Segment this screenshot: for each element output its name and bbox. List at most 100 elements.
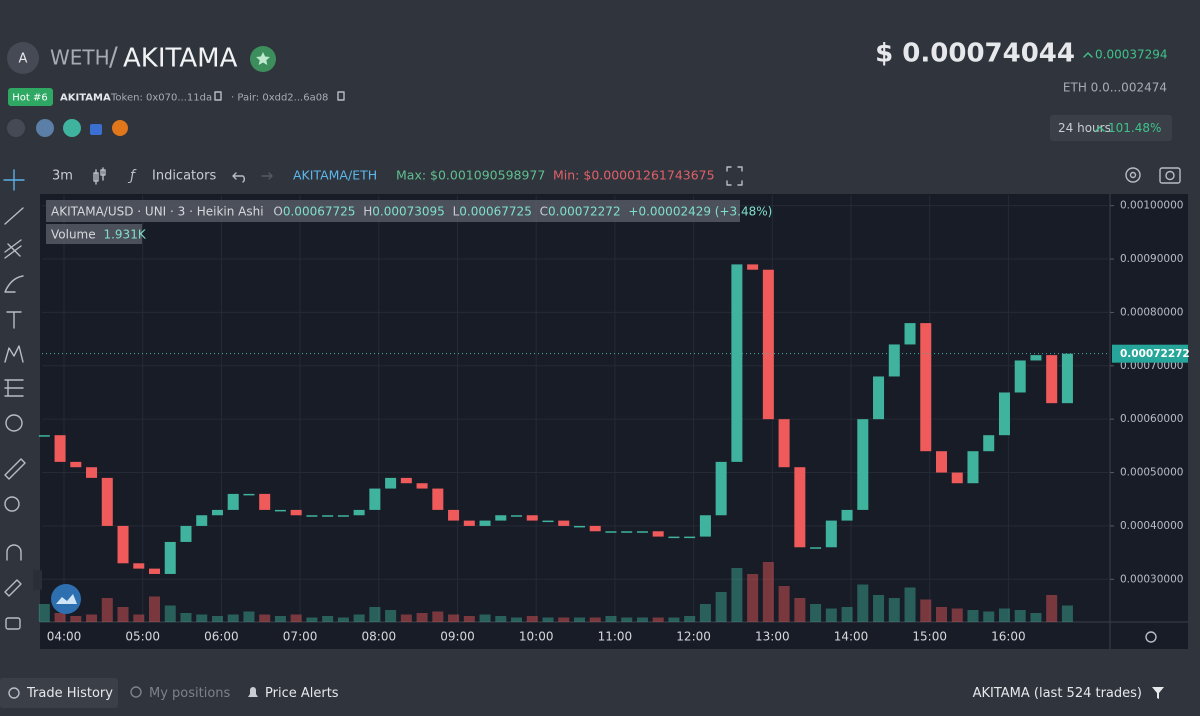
lock-icon[interactable] [90,124,102,135]
indicators[interactable]: Indicators [152,169,216,184]
undo-icon[interactable] [232,172,245,183]
pattern-tool[interactable] [4,345,24,363]
text-tool[interactable] [6,311,22,329]
chart-panel [40,194,1188,649]
volume-bar [38,604,50,622]
volume-bar [1046,595,1058,622]
volume-bar [164,605,176,622]
volume-bar [495,616,507,622]
volume-bar [322,616,334,622]
x-tick-label: 07:00 [283,630,318,644]
volume-bar [652,617,664,622]
candle [353,509,365,516]
chart-type-icon[interactable] [93,167,106,185]
volume-bar [290,614,302,622]
hot-badge-text: Hot #6 [12,93,47,104]
candle [888,344,900,377]
volume-bar [920,599,932,622]
volume-bar [747,574,759,622]
fib-tool[interactable] [4,239,22,259]
volume-bar [400,614,412,622]
lock-drawings-tool[interactable] [4,579,22,597]
candle [983,435,995,452]
volume-bar [463,616,475,622]
logo-icon [56,594,77,604]
candle [652,531,664,537]
candle [998,392,1010,436]
volume-bar [274,616,286,622]
volume-bar [684,616,696,622]
candle [180,525,192,542]
low-value: 0.00067725 [459,204,532,218]
candle [573,525,585,528]
volume-bar [133,614,145,622]
copy-icon[interactable] [337,91,345,101]
change-value: +0.00002429 (+3.48%) [628,204,772,218]
token-name: AKITAMA [123,44,238,74]
volume-bar [904,587,916,622]
candle [857,419,869,510]
tab[interactable]: Trade History [26,686,113,701]
collapse-button[interactable] [33,570,42,590]
volume-bar [573,617,585,622]
trendline-tool[interactable] [4,207,24,225]
volume-bar [636,617,648,622]
crosshair-tool[interactable] [3,169,25,191]
prediction-tool[interactable] [4,379,24,397]
explorer-icon[interactable] [36,119,54,137]
axis-settings-icon[interactable] [1145,631,1157,643]
candle [699,515,711,537]
candle [385,477,397,489]
y-tick-label: 0.00080000 [1120,306,1183,318]
magnet-tool[interactable] [6,544,22,561]
share-icon[interactable] [7,119,25,137]
dex-icon[interactable] [63,119,81,137]
tab[interactable]: Price Alerts [265,686,339,701]
candle [369,488,381,510]
candle [684,536,696,539]
tab[interactable]: My positions [149,686,231,701]
candle [841,509,853,521]
interval[interactable]: 3m [52,169,73,184]
candle [259,493,271,510]
icon-tool[interactable] [5,414,23,432]
candle [810,547,822,549]
hot-badge [8,88,53,106]
lock-tool[interactable] [5,617,21,630]
x-tick-label: 14:00 [834,630,869,644]
candle [227,493,239,510]
brush-tool[interactable] [4,275,24,293]
volume-bar [180,613,192,622]
fx-icon[interactable]: ƒ [127,168,137,184]
candle [935,451,948,473]
camera-lens [1165,170,1175,181]
volume-bar [668,617,680,622]
camera-icon[interactable] [1159,167,1181,184]
fullscreen-icon[interactable] [726,166,743,186]
candle [495,515,507,521]
candle [794,467,806,548]
settings-icon[interactable] [1125,167,1141,183]
measure-tool[interactable] [4,458,26,480]
volume-bar [605,616,617,622]
period-box[interactable] [1050,115,1172,141]
x-tick-label: 16:00 [991,630,1026,644]
logo-button[interactable] [51,584,81,614]
volume-bar [117,607,129,622]
candle [636,531,648,533]
last-price-tag [1112,344,1188,363]
zoom-tool[interactable] [4,496,20,512]
y-tick-label: 0.00030000 [1120,573,1183,585]
metamask-icon[interactable] [112,120,128,136]
candle [731,264,743,462]
filter-icon[interactable] [1152,687,1164,699]
series-title: AKITAMA/USD · UNI · 3 · Heikin Ashi [51,204,264,218]
candle [243,493,255,496]
redo-icon[interactable] [261,172,273,180]
copy-icon[interactable] [214,91,222,101]
open-value: 0.00067725 [283,204,356,218]
avatar-letter: A [19,52,28,67]
candle [951,472,963,484]
y-tick-label: 0.00050000 [1120,467,1183,479]
